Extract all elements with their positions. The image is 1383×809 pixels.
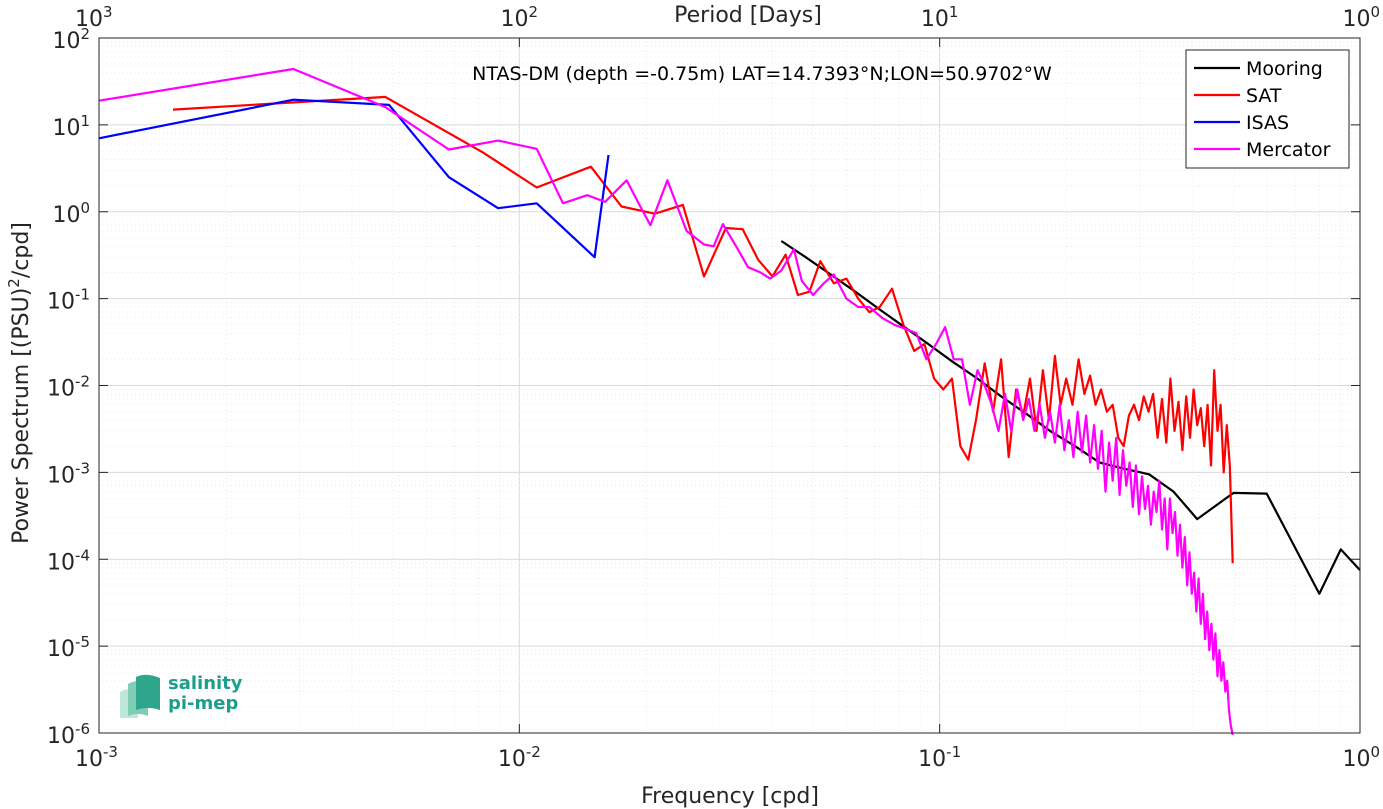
x-axis-title: Frequency [cpd]	[641, 784, 819, 809]
y-tick-label: 10-1	[47, 286, 90, 315]
y-axis-title: Power Spectrum [(PSU)2/cpd]	[5, 222, 34, 544]
x-tick-label: 100	[1342, 743, 1380, 772]
legend-label-mooring: Mooring	[1246, 58, 1323, 80]
y-tick-label: 102	[52, 25, 90, 54]
series-line-sat	[172, 95, 1234, 564]
ticks	[98, 37, 1361, 734]
series-line-mooring	[780, 240, 1361, 595]
legend-label-sat: SAT	[1246, 85, 1282, 107]
logo-waves-icon	[120, 674, 160, 718]
y-tick-label: 10-3	[47, 459, 90, 488]
chart-title: NTAS-DM (depth =-0.75m) LAT=14.7393°N;LO…	[472, 63, 1052, 85]
top-tick-label: 101	[921, 3, 959, 32]
y-tick-label: 10-5	[47, 633, 90, 662]
series-lines	[98, 67, 1361, 736]
top-axis-title: Period [Days]	[674, 3, 822, 28]
series-line-isas	[98, 98, 610, 259]
y-tick-label: 10-4	[47, 546, 90, 575]
logo-text-pimep: pi-mep	[168, 693, 239, 714]
top-tick-label: 103	[75, 3, 113, 32]
y-tick-label: 10-6	[47, 720, 90, 749]
series-line-mercator	[98, 67, 1234, 736]
y-tick-label: 101	[52, 112, 90, 141]
top-tick-label: 100	[1342, 3, 1380, 32]
logo-text-salinity: salinity	[168, 673, 243, 694]
y-tick-label: 10-2	[47, 373, 90, 402]
x-tick-label: 10-1	[918, 743, 961, 772]
y-tick-label: 100	[52, 199, 90, 228]
legend-label-isas: ISAS	[1246, 112, 1289, 134]
legend-label-mercator: Mercator	[1246, 139, 1331, 161]
x-tick-label: 10-2	[498, 743, 541, 772]
x-tick-label: 10-3	[75, 743, 118, 772]
salinity-pimep-logo: salinity pi-mep	[116, 672, 251, 722]
legend: Mooring SAT ISAS Mercator	[1185, 49, 1350, 169]
top-tick-label: 102	[501, 3, 539, 32]
